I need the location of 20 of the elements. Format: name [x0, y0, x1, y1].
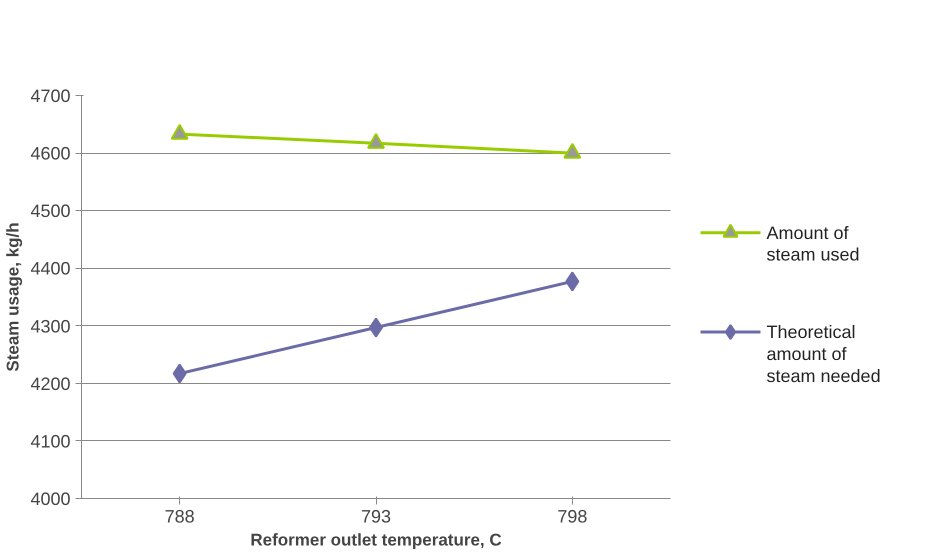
y-tick-label: 4400	[30, 258, 71, 279]
point	[170, 124, 189, 140]
y-tick-label: 4600	[30, 144, 71, 164]
y-tick-label: 4100	[30, 431, 71, 452]
legend-label: Amount of steam used	[766, 222, 860, 265]
y-axis-title: Steam usage, kg/h	[3, 222, 22, 372]
x-tick-label: 793	[360, 506, 392, 526]
legend-label: Theoretical amount of steam needed	[766, 322, 881, 386]
y-tick-label: 4300	[30, 316, 71, 336]
point	[565, 271, 580, 292]
y-tick-label: 4700	[30, 86, 71, 106]
x-tick-label: 798	[557, 506, 588, 526]
y-tick-label: 4500	[30, 201, 71, 222]
point	[367, 133, 385, 149]
y-tick-label: 4000	[30, 489, 71, 509]
point	[172, 364, 187, 384]
x-tick-label: 788	[164, 506, 195, 526]
y-tick-label: 4200	[30, 374, 71, 394]
x-axis-title: Reformer outlet temperature, C	[250, 530, 502, 550]
point	[563, 142, 582, 159]
